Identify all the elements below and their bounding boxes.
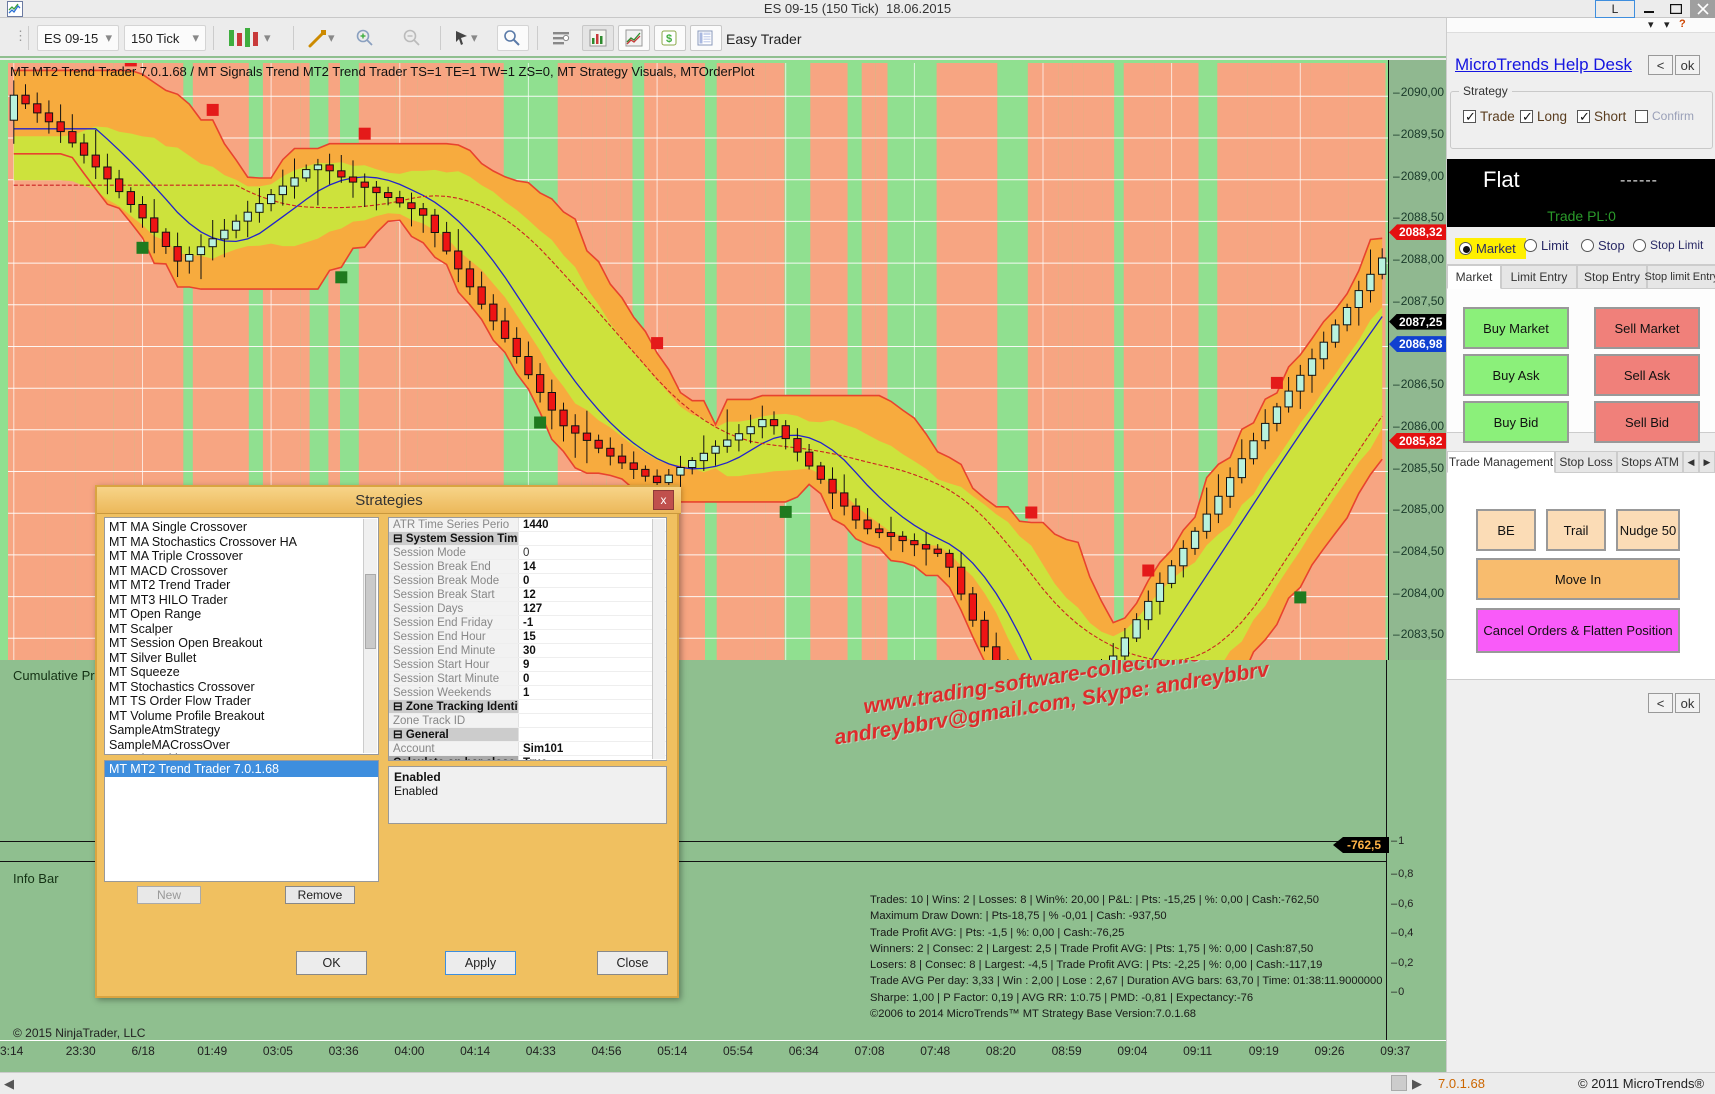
svg-text:$: $	[666, 33, 672, 45]
